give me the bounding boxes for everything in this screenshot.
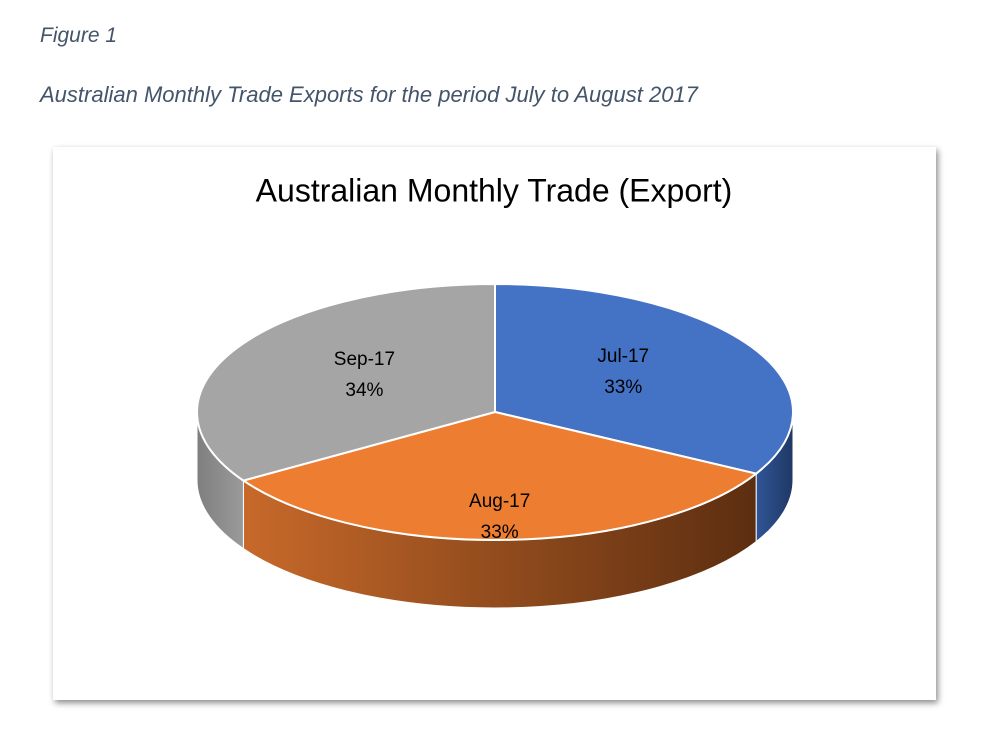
slice bbox=[494, 282, 794, 475]
data-label-category: Sep-17 bbox=[334, 349, 395, 370]
data-label-category: Jul-17 bbox=[597, 346, 649, 367]
chart-title: Australian Monthly Trade (Export) bbox=[256, 172, 733, 208]
figure-caption: Figure 1 bbox=[40, 24, 118, 47]
data-label-category: Aug-17 bbox=[469, 491, 530, 512]
chart-frame: Australian Monthly Trade (Export) Jul-17… bbox=[53, 147, 936, 700]
slice bbox=[196, 282, 496, 482]
data-label-value: 34% bbox=[345, 380, 383, 401]
data-label-value: 33% bbox=[604, 377, 642, 398]
data-label-value: 33% bbox=[481, 522, 519, 543]
chart: Australian Monthly Trade (Export) Jul-17… bbox=[196, 172, 794, 609]
figure-heading: Australian Monthly Trade Exports for the… bbox=[40, 82, 698, 107]
slice bbox=[241, 410, 759, 541]
